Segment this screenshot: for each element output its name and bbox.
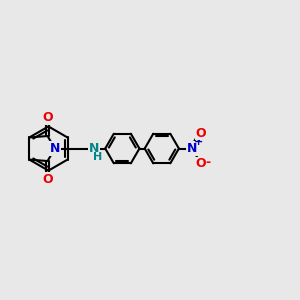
- Text: N: N: [89, 142, 100, 155]
- Text: N: N: [50, 142, 60, 155]
- Text: O: O: [42, 173, 53, 186]
- Text: O: O: [196, 127, 206, 140]
- Text: -: -: [206, 156, 211, 169]
- Text: O: O: [196, 157, 206, 170]
- Text: H: H: [93, 152, 103, 162]
- Text: O: O: [42, 111, 53, 124]
- Text: N: N: [187, 142, 197, 155]
- Text: +: +: [194, 137, 202, 147]
